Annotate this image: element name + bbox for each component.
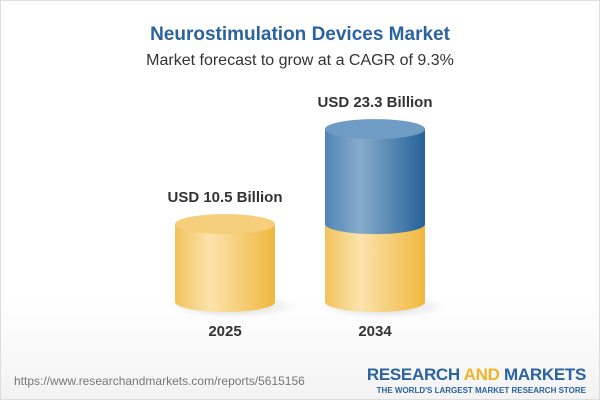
- category-label: 2034: [358, 323, 392, 340]
- report-url[interactable]: https://www.researchandmarkets.com/repor…: [14, 374, 305, 388]
- cylinder-base-segment: [325, 224, 425, 312]
- cylinder-top: [175, 214, 275, 235]
- logo-text-markets: MARKETS: [499, 365, 586, 384]
- research-and-markets-logo: RESEARCH AND MARKETS THE WORLD'S LARGEST…: [367, 365, 586, 395]
- chart-subtitle: Market forecast to grow at a CAGR of 9.3…: [146, 52, 454, 69]
- logo-text-and: AND: [463, 365, 500, 384]
- data-label: USD 23.3 Billion: [317, 94, 432, 111]
- cylinder-growth-segment: [325, 129, 425, 235]
- cylinder-chart: USD 10.5 Billion 2025 USD 23.3 Billion 2034: [167, 94, 447, 340]
- logo-tagline: THE WORLD'S LARGEST MARKET RESEARCH STOR…: [376, 386, 586, 395]
- cylinder-top: [325, 119, 425, 140]
- logo-text: RESEARCH: [366, 365, 464, 384]
- chart-title: Neurostimulation Devices Market: [150, 24, 450, 45]
- category-label: 2025: [208, 323, 241, 340]
- data-label: USD 10.5 Billion: [167, 189, 282, 206]
- cylinder-base-segment: [175, 224, 275, 312]
